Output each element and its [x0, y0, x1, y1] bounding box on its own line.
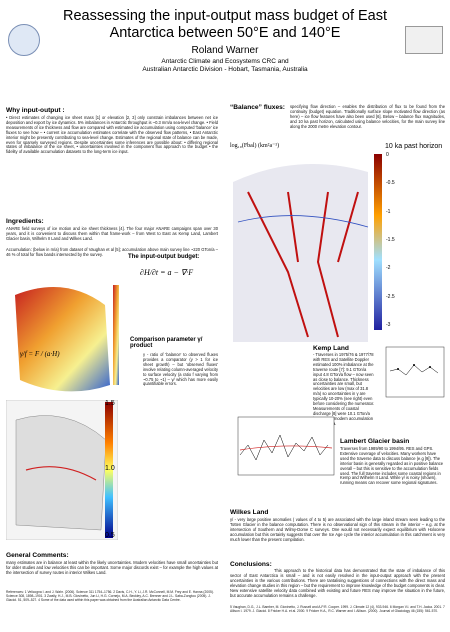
text: Traverses from 1989/90 to 1994/95. RES a…: [340, 446, 444, 486]
heading: “Balance” fluxes:: [230, 104, 285, 111]
text: This approach to the historical data has…: [230, 568, 445, 598]
formula: log₁₀(Fbal) (km²a⁻¹): [230, 143, 280, 149]
text: γ/ - very large positive anomalies ( val…: [230, 517, 445, 542]
colorbar-label: 1.5: [105, 400, 115, 407]
author: Roland Warner: [191, 45, 259, 56]
references: 5 Vaughan, D.G., J.L. Bamber, M. Giovine…: [230, 605, 445, 613]
balance-flux-map: [228, 152, 373, 344]
text: specifying flow direction – enables the …: [290, 104, 445, 129]
heading: Ingredients:: [6, 218, 44, 225]
colorbar-label: -2.5: [386, 293, 395, 300]
logo-right: [405, 26, 443, 54]
colorbar-label: -3: [386, 322, 391, 328]
colorbar-ticks: 0 -0.5 -1 -1.5 -2 -2.5 -3: [386, 152, 406, 332]
title: Reassessing the input-output mass budget…: [62, 8, 388, 41]
colorbar-label: -2: [386, 265, 391, 272]
heading: Why input-output :: [6, 107, 65, 114]
lambert-plot: [237, 416, 335, 476]
equation: ∂H/∂t = a − ∇·F: [140, 268, 194, 277]
heading: Conclusions:: [230, 561, 272, 568]
colorbar-label: 0.5: [105, 532, 115, 539]
heading: Lambert Glacier basin: [340, 438, 410, 445]
logo-left: [8, 24, 40, 56]
colorbar-label: -0.5: [386, 180, 395, 187]
heading: Comparison parameter γ/ product: [130, 337, 203, 349]
affiliation: Australian Antarctic Division - Hobart, …: [142, 66, 308, 73]
heading: The input-output budget:: [128, 254, 200, 260]
heading: Kemp Land: [313, 345, 349, 352]
colorbar-label: -1: [386, 208, 391, 215]
gamma-map: [6, 400, 118, 540]
text: - Traverses in 1975/76 & 1977/78 with RE…: [313, 352, 375, 426]
text: Accumulation: (below in m/a) from datase…: [6, 247, 218, 257]
figure-label: 10 ka past horizon: [385, 143, 443, 150]
colorbar-label: 0: [386, 152, 389, 158]
accumulation-map: [5, 275, 125, 400]
text: • Direct estimates of changing ice sheet…: [6, 115, 218, 155]
equation: γ/f = F / (a·H): [20, 350, 60, 358]
text: many estimates are in balance at least w…: [6, 560, 218, 575]
affiliation: Antarctic Climate and Ecosystems CRC and: [161, 58, 289, 65]
kemp-plot: [385, 346, 445, 398]
colorbar: [374, 154, 382, 330]
text: ANARE field surveys of ice motion and ic…: [6, 226, 218, 241]
text: γ - ratio of 'balance' to observed fluxe…: [143, 352, 218, 387]
colorbar: [105, 402, 113, 538]
references: References: 1 Velicogna I. and J. Wahr. …: [6, 590, 214, 602]
heading: General Comments:: [6, 552, 69, 559]
colorbar-label: -1.5: [386, 237, 395, 243]
heading: Wilkes Land: [230, 509, 269, 516]
colorbar-label: 1.0: [105, 465, 115, 472]
